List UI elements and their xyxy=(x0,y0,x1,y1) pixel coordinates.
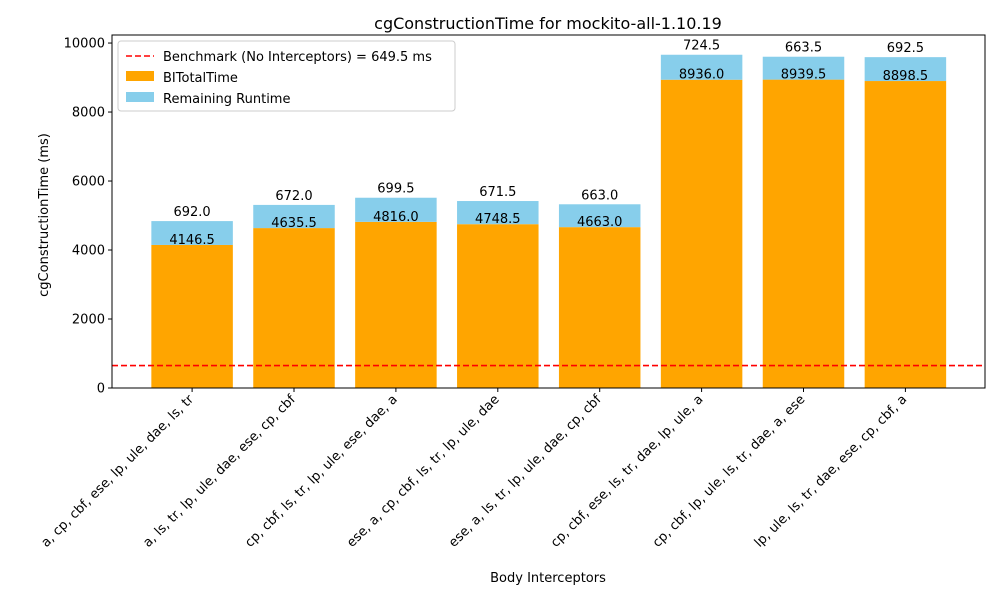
y-tick-label: 10000 xyxy=(64,37,105,52)
y-tick-label: 4000 xyxy=(72,244,105,259)
x-axis-label: Body Interceptors xyxy=(490,571,606,586)
bar-remaining-runtime xyxy=(457,201,539,225)
bar-remaining-runtime xyxy=(558,204,641,228)
bar-label-bitotaltime: 8936.0 xyxy=(679,68,725,83)
bar-remaining-runtime xyxy=(151,221,233,245)
bar-label-remaining-runtime: 663.5 xyxy=(785,41,822,56)
bar-label-bitotaltime: 4663.0 xyxy=(577,215,623,230)
bar-bitotaltime xyxy=(355,221,437,388)
bar-remaining-runtime xyxy=(355,197,437,222)
y-tick-label: 0 xyxy=(97,382,105,397)
bar-label-remaining-runtime: 672.0 xyxy=(275,189,312,204)
legend-swatch-bitotaltime xyxy=(126,71,154,81)
bars-layer: 4146.5 692.0 4635.5 672.0 4816.0 699.5 4748.5 6… xyxy=(151,39,947,389)
y-tick-label: 8000 xyxy=(72,106,105,121)
legend-box xyxy=(117,40,456,112)
bar-label-remaining-runtime: 671.5 xyxy=(479,185,516,200)
bar-label-remaining-runtime: 692.0 xyxy=(173,205,210,220)
bar-bitotaltime xyxy=(864,81,947,389)
bar-remaining-runtime xyxy=(762,56,845,80)
bar-remaining-runtime xyxy=(864,57,947,82)
bar-label-remaining-runtime: 692.5 xyxy=(887,41,924,56)
bar-label-bitotaltime: 8939.5 xyxy=(781,68,827,83)
legend-label-remaining-runtime: Remaining Runtime xyxy=(163,92,290,107)
y-tick-label: 2000 xyxy=(72,313,105,328)
bar-bitotaltime xyxy=(558,227,641,388)
bar-label-bitotaltime: 4635.5 xyxy=(271,216,317,231)
bar-bitotaltime xyxy=(151,244,233,388)
bar-label-bitotaltime: 4816.0 xyxy=(373,210,419,225)
bar-remaining-runtime xyxy=(660,54,743,80)
legend-label-bitotaltime: BITotalTime xyxy=(163,71,238,86)
bar-label-bitotaltime: 4146.5 xyxy=(169,233,215,248)
bar-remaining-runtime xyxy=(253,204,335,229)
legend-label-benchmark: Benchmark (No Interceptors) = 649.5 ms xyxy=(163,50,432,65)
y-tick-label: 6000 xyxy=(72,175,105,190)
bar-bitotaltime xyxy=(762,79,845,388)
y-axis-label: cgConstructionTime (ms) xyxy=(37,133,52,297)
bar-label-bitotaltime: 4748.5 xyxy=(475,212,521,227)
plot-frame xyxy=(111,34,986,389)
bar-label-remaining-runtime: 663.0 xyxy=(581,188,618,203)
bar-bitotaltime xyxy=(253,228,335,388)
bar-bitotaltime xyxy=(660,79,743,388)
bar-label-remaining-runtime: 724.5 xyxy=(683,39,720,54)
chart-title: cgConstructionTime for mockito-all-1.10.… xyxy=(374,14,722,33)
legend-swatch-remaining-runtime xyxy=(126,92,154,102)
bar-label-bitotaltime: 8898.5 xyxy=(883,69,929,84)
bar-label-remaining-runtime: 699.5 xyxy=(377,182,414,197)
bar-bitotaltime xyxy=(457,224,539,388)
legend: Benchmark (No Interceptors) = 649.5 ms BI… xyxy=(117,40,456,112)
